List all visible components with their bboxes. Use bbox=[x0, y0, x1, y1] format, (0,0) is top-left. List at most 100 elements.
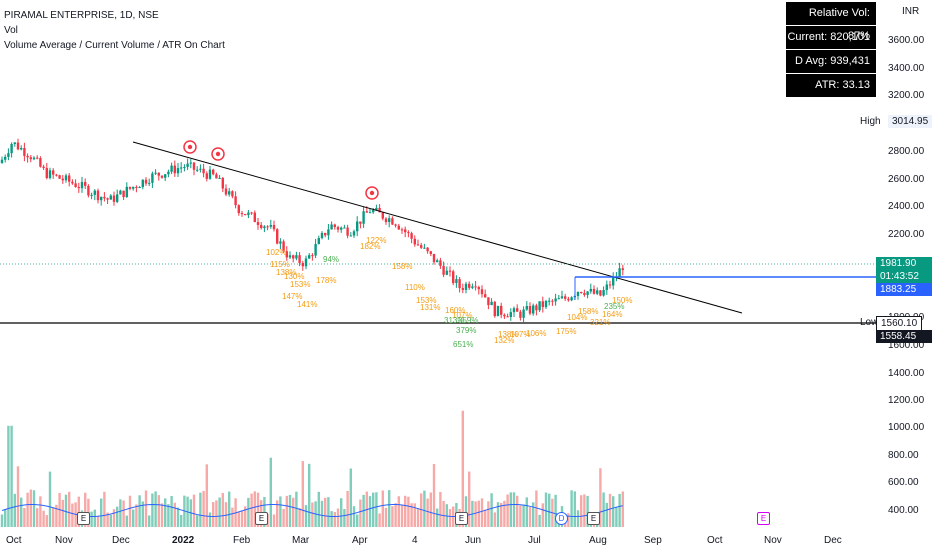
candle-body bbox=[167, 171, 170, 175]
volume-bar bbox=[343, 508, 346, 527]
volume-bar bbox=[154, 491, 157, 527]
volume-bar bbox=[295, 491, 298, 527]
candle-body bbox=[234, 196, 237, 206]
earnings-marker[interactable]: E bbox=[587, 512, 600, 525]
candle-body bbox=[506, 316, 509, 318]
candle-body bbox=[400, 229, 404, 231]
price-tick: 2400.00 bbox=[888, 201, 925, 212]
candle-body bbox=[500, 305, 503, 315]
earnings-marker[interactable]: E bbox=[255, 512, 268, 525]
candle-body bbox=[362, 211, 365, 224]
volume-pct-label: 160% bbox=[445, 306, 466, 315]
vol-indicator-label[interactable]: Vol bbox=[4, 25, 18, 36]
candle-body bbox=[36, 157, 39, 159]
volume-bar bbox=[23, 507, 26, 527]
currency-label[interactable]: INR bbox=[902, 6, 920, 17]
volume-bar bbox=[423, 490, 426, 527]
horizontal-line-price: 1883.25 bbox=[876, 283, 932, 296]
candle-body bbox=[103, 196, 106, 199]
candle-body bbox=[304, 258, 308, 267]
volume-pct-label: 141% bbox=[297, 300, 318, 309]
candle-body bbox=[80, 181, 84, 189]
candle-body bbox=[464, 283, 468, 290]
earnings-marker[interactable]: E bbox=[77, 512, 90, 525]
volume-bar bbox=[237, 512, 240, 527]
volume-pct-label: 321% bbox=[590, 318, 611, 327]
candle-body bbox=[269, 225, 272, 227]
volume-bar bbox=[413, 503, 416, 527]
candle-body bbox=[157, 172, 160, 176]
volume-pct-label: 107% bbox=[452, 311, 473, 320]
pivot-marker-dot bbox=[215, 151, 221, 157]
dividend-marker[interactable]: D bbox=[555, 512, 568, 525]
volume-bar bbox=[160, 503, 164, 527]
time-tick: Jul bbox=[528, 535, 541, 546]
candle-body bbox=[416, 244, 420, 246]
volume-bar bbox=[279, 496, 282, 527]
volume-pct-label: 110% bbox=[405, 283, 425, 292]
earnings-marker[interactable]: E bbox=[757, 512, 770, 525]
earnings-marker[interactable]: E bbox=[455, 512, 468, 525]
candle-body bbox=[346, 227, 349, 236]
volume-bar bbox=[304, 505, 308, 527]
candle-body bbox=[356, 221, 359, 232]
atr-indicator-label[interactable]: Volume Average / Current Volume / ATR On… bbox=[4, 40, 225, 51]
volume-pct-label: 106% bbox=[526, 329, 547, 338]
volume-bar bbox=[141, 501, 144, 527]
candle-body bbox=[381, 212, 384, 219]
volume-bar bbox=[192, 494, 196, 527]
candle-body bbox=[551, 300, 554, 302]
candle-body bbox=[375, 207, 378, 211]
volume-bar bbox=[7, 425, 10, 527]
candle-body bbox=[605, 284, 608, 291]
candle-body bbox=[7, 153, 10, 157]
volume-bar bbox=[84, 492, 87, 527]
volume-bar bbox=[298, 508, 301, 527]
candle-body bbox=[592, 288, 596, 294]
volume-bar bbox=[256, 492, 260, 527]
volume-bar bbox=[122, 500, 125, 527]
volume-bar bbox=[605, 502, 608, 527]
candle-body bbox=[215, 174, 218, 179]
candle-body bbox=[64, 175, 68, 181]
volume-bar bbox=[196, 515, 199, 527]
volume-bar bbox=[0, 514, 4, 527]
candle-body bbox=[544, 301, 548, 308]
candle-body bbox=[292, 255, 295, 259]
volume-bar bbox=[135, 504, 138, 527]
time-tick: Aug bbox=[589, 535, 607, 546]
volume-bar bbox=[538, 514, 541, 527]
candle-body bbox=[4, 156, 7, 160]
candle-body bbox=[263, 226, 266, 229]
candle-body bbox=[20, 148, 23, 150]
volume-bar bbox=[90, 511, 93, 527]
volume-bar bbox=[468, 471, 471, 527]
candle-body bbox=[490, 301, 493, 306]
candle-body bbox=[96, 190, 100, 201]
candle-body bbox=[567, 298, 570, 301]
time-tick: 2022 bbox=[172, 535, 195, 546]
candle-body bbox=[170, 165, 173, 172]
candle-body bbox=[474, 286, 477, 288]
candle-body bbox=[560, 296, 564, 299]
time-tick: Oct bbox=[707, 535, 723, 546]
volume-bar bbox=[426, 498, 429, 527]
candle-body bbox=[132, 186, 135, 189]
candle-body bbox=[237, 205, 240, 214]
volume-bar bbox=[500, 502, 503, 527]
volume-bar bbox=[64, 494, 68, 527]
volume-pct-label: 359% bbox=[458, 316, 479, 325]
symbol-title[interactable]: PIRAMAL ENTERPRISE, 1D, NSE bbox=[4, 10, 159, 21]
volume-bar bbox=[493, 512, 496, 527]
high-value: 3014.95 bbox=[888, 115, 932, 128]
volume-bar bbox=[368, 496, 372, 527]
candle-body bbox=[541, 301, 544, 308]
volume-bar bbox=[52, 508, 55, 527]
volume-bar bbox=[512, 492, 516, 527]
volume-bar bbox=[164, 498, 167, 527]
volume-pct-label: 138% bbox=[276, 268, 297, 277]
candle-body bbox=[445, 270, 448, 275]
candle-body bbox=[557, 298, 560, 300]
volume-bar bbox=[228, 491, 231, 527]
